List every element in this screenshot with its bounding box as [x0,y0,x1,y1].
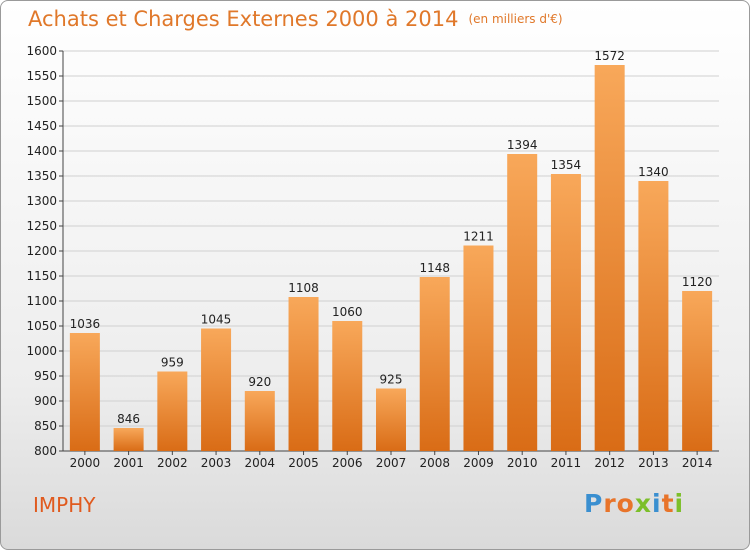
bar-2003 [201,328,232,451]
x-tick-label-2009: 2009 [463,456,494,470]
data-label-2000: 1036 [70,317,101,331]
bar-2008 [419,277,450,451]
bar-2014 [682,291,713,451]
y-tick-label: 1450 [26,119,57,133]
x-tick-label-2005: 2005 [288,456,319,470]
y-tick-label: 1250 [26,219,57,233]
x-tick-label-2012: 2012 [594,456,625,470]
data-label-2005: 1108 [288,281,319,295]
x-tick-label-2008: 2008 [419,456,450,470]
x-tick-label-2011: 2011 [551,456,582,470]
data-label-2009: 1211 [463,230,494,244]
logo-letter: i [674,489,685,518]
y-tick-label: 850 [34,419,57,433]
data-label-2006: 1060 [332,305,363,319]
data-label-2008: 1148 [419,261,450,275]
bar-2001 [113,428,144,451]
y-tick-label: 1100 [26,294,57,308]
bar-2006 [332,321,363,451]
data-label-2012: 1572 [594,49,625,63]
y-tick-label: 900 [34,394,57,408]
bar-2009 [463,245,494,451]
bar-2005 [288,297,319,451]
x-tick-label-2002: 2002 [157,456,188,470]
proxiti-logo[interactable]: Proxiti [584,489,684,518]
y-tick-label: 1050 [26,319,57,333]
y-tick-label: 950 [34,369,57,383]
bar-2007 [376,388,406,451]
x-tick-label-2014: 2014 [682,456,713,470]
data-label-2002: 959 [161,356,184,370]
y-tick-label: 1350 [26,169,57,183]
bar-2010 [507,154,538,451]
bars [69,65,713,451]
logo-letter: t [661,489,675,518]
x-tick-label-2000: 2000 [70,456,101,470]
chart-subtitle: (en milliers d'€) [468,12,563,26]
y-tick-label: 1000 [26,344,57,358]
y-tick-label: 1500 [26,94,57,108]
bar-2013 [638,181,669,451]
chart-title-text: Achats et Charges Externes 2000 à 2014 [28,7,459,31]
logo-letter: o [616,489,635,518]
bar-2012 [594,65,625,451]
data-label-2001: 846 [117,412,140,426]
x-tick-label-2007: 2007 [376,456,407,470]
x-tick-label-2003: 2003 [201,456,232,470]
x-tick-label-2006: 2006 [332,456,363,470]
bar-2002 [157,371,188,451]
x-tick-label-2001: 2001 [113,456,144,470]
data-labels: 1036 846 959 1045 920 1108 1060 925 1148 1211 1394… [70,49,713,426]
y-tick-label: 1550 [26,69,57,83]
bar-2000 [69,333,100,451]
bar-2011 [550,174,581,451]
location-name: IMPHY [33,493,96,517]
y-tick-label: 1200 [26,244,57,258]
y-tick-label: 1150 [26,269,57,283]
y-tick-label: 1400 [26,144,57,158]
x-tick-label-2013: 2013 [638,456,669,470]
chart-title: Achats et Charges Externes 2000 à 2014 (e… [28,7,563,31]
data-label-2010: 1394 [507,138,538,152]
data-label-2013: 1340 [638,165,669,179]
y-tick-label: 1600 [26,44,57,58]
y-tick-label: 800 [34,444,57,458]
y-tick-label: 1300 [26,194,57,208]
data-label-2014: 1120 [682,275,713,289]
logo-letter: x [634,489,652,518]
bar-2004 [244,391,275,451]
logo-letter: P [584,489,604,518]
data-label-2011: 1354 [551,158,582,172]
data-label-2003: 1045 [201,313,232,327]
logo-letter: i [652,489,662,518]
logo-letter: r [603,489,617,518]
x-tick-label-2010: 2010 [507,456,538,470]
x-tick-label-2004: 2004 [245,456,276,470]
data-label-2007: 925 [380,373,403,387]
data-label-2004: 920 [248,375,271,389]
